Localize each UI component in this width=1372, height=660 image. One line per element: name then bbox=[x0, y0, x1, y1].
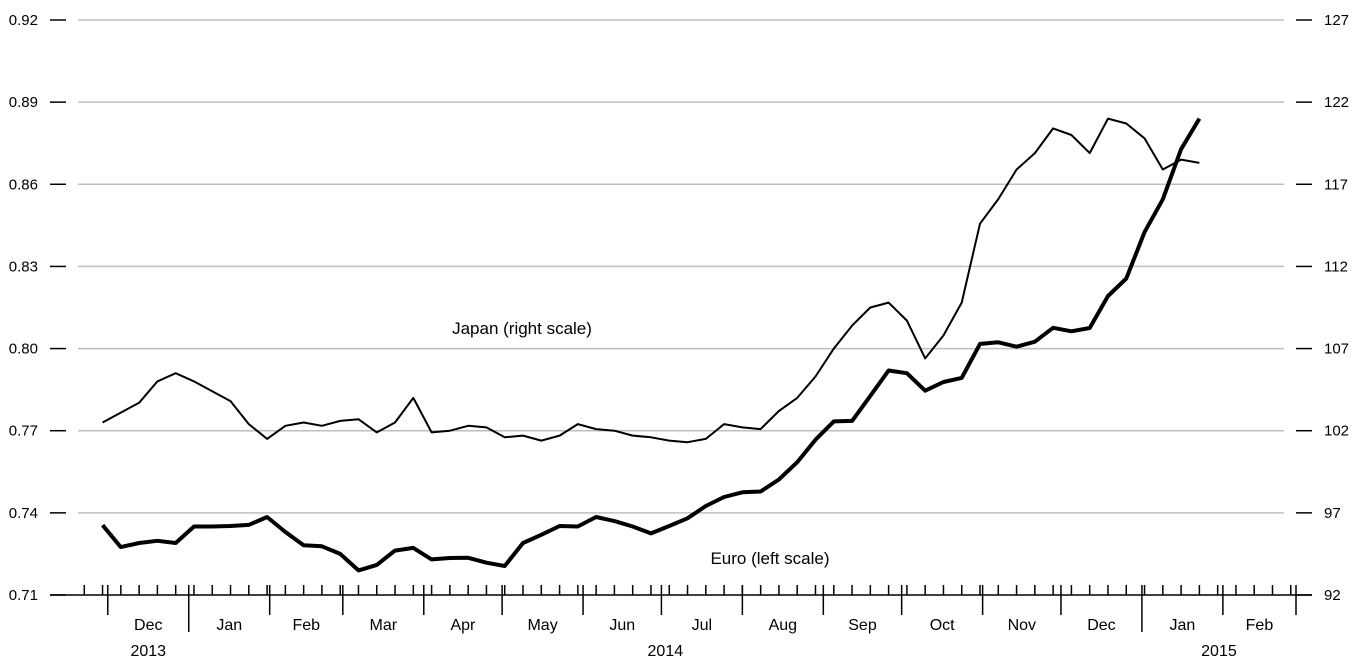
month-label: Jun bbox=[609, 617, 635, 634]
month-label: May bbox=[527, 617, 557, 634]
month-label: Aug bbox=[769, 617, 797, 634]
japan-annotation: Japan (right scale) bbox=[452, 319, 592, 338]
left-tick-label: 0.83 bbox=[9, 258, 38, 275]
right-tick-label: 112 bbox=[1324, 258, 1348, 275]
series-lines bbox=[101, 117, 1202, 573]
euro-series-line bbox=[101, 117, 1202, 573]
month-label: Apr bbox=[450, 617, 476, 634]
month-label: Dec bbox=[134, 617, 162, 634]
month-label: Jan bbox=[1170, 617, 1196, 634]
left-tick-label: 0.71 bbox=[9, 587, 38, 604]
month-label: Dec bbox=[1087, 617, 1115, 634]
year-label: 2014 bbox=[648, 643, 684, 660]
left-tick-label: 0.86 bbox=[9, 176, 38, 193]
right-tick-label: 127 bbox=[1324, 12, 1349, 29]
year-label: 2013 bbox=[130, 643, 166, 660]
left-tick-label: 0.89 bbox=[9, 94, 38, 111]
right-tick-label: 102 bbox=[1324, 423, 1349, 440]
month-label: Jan bbox=[216, 617, 242, 634]
month-label: Feb bbox=[292, 617, 320, 634]
month-label: Mar bbox=[370, 617, 398, 634]
right-tick-label: 92 bbox=[1324, 587, 1341, 604]
right-tick-label: 97 bbox=[1324, 505, 1341, 522]
month-label: Jul bbox=[692, 617, 712, 634]
right-tick-label: 107 bbox=[1324, 341, 1349, 358]
left-tick-label: 0.77 bbox=[9, 423, 38, 440]
month-label: Oct bbox=[930, 617, 955, 634]
month-label: Sep bbox=[848, 617, 877, 634]
right-tick-label: 122 bbox=[1324, 94, 1349, 111]
left-tick-label: 0.92 bbox=[9, 12, 38, 29]
month-label: Nov bbox=[1008, 617, 1036, 634]
japan-series-line bbox=[102, 117, 1200, 444]
euro-annotation: Euro (left scale) bbox=[710, 549, 829, 568]
right-tick-label: 117 bbox=[1324, 176, 1348, 193]
year-label: 2015 bbox=[1201, 643, 1237, 660]
month-label: Feb bbox=[1246, 617, 1274, 634]
grid-lines bbox=[78, 19, 1284, 514]
left-tick-label: 0.80 bbox=[9, 341, 38, 358]
axes: 0.71 0.74 0.77 0.80 0.83 0.86 0.89 0.92 92 97 102 1… bbox=[9, 12, 1349, 660]
left-tick-label: 0.74 bbox=[9, 505, 38, 522]
